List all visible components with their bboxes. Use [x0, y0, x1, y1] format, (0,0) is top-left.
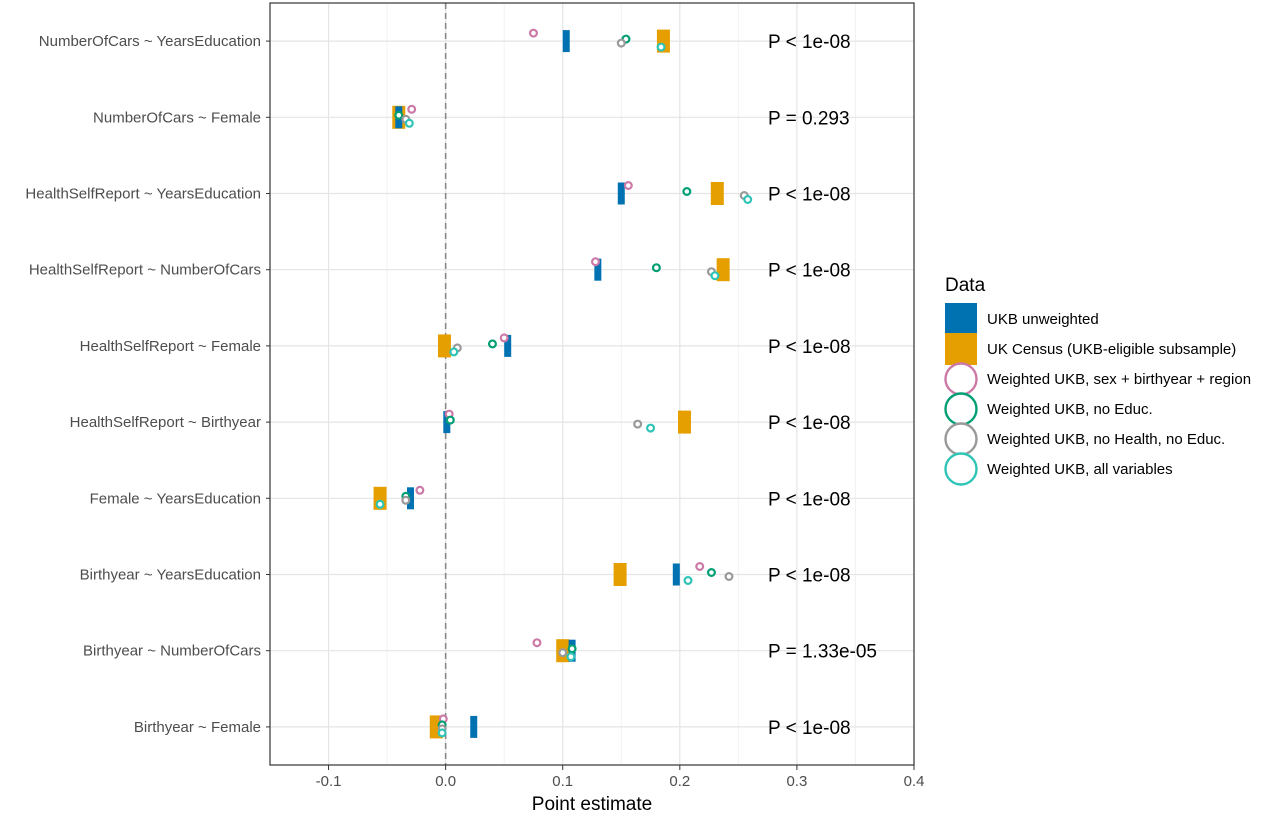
bar-uk-census	[710, 182, 724, 205]
p-value-label: P < 1e-08	[768, 566, 851, 587]
y-tick-label: Birthyear ~ Female	[134, 719, 261, 736]
y-tick-label: NumberOfCars ~ YearsEducation	[39, 33, 261, 50]
y-tick-label: Birthyear ~ NumberOfCars	[83, 643, 261, 660]
point-weighted-sex-birthyear-region	[499, 333, 509, 343]
bar-uk-census	[678, 410, 692, 434]
point-weighted-all-variables	[646, 423, 656, 433]
bar-ukb-unweighted	[407, 487, 415, 510]
point-weighted-all-variables	[743, 195, 753, 205]
point-weighted-all-variables	[449, 347, 459, 357]
point-weighted-no-educ	[567, 644, 577, 654]
point-weighted-no-health-no-educ	[724, 571, 734, 581]
y-tick-label: HealthSelfReport ~ YearsEducation	[25, 186, 261, 203]
legend-key-bar	[945, 303, 977, 335]
point-weighted-no-educ	[487, 339, 497, 349]
bar-ukb-unweighted	[562, 30, 570, 53]
p-value-label: P < 1e-08	[768, 718, 851, 739]
panel-border	[269, 2, 915, 766]
point-weighted-sex-birthyear-region	[532, 638, 542, 648]
p-value-label: P = 1.33e-05	[768, 642, 877, 663]
point-weighted-all-variables	[656, 42, 666, 52]
point-weighted-no-educ	[706, 567, 716, 577]
point-weighted-all-variables	[683, 575, 693, 585]
y-tick-label: HealthSelfReport ~ NumberOfCars	[29, 262, 261, 279]
point-weighted-no-educ	[682, 187, 692, 197]
x-tick-label: 0.4	[904, 773, 925, 790]
p-value-label: P < 1e-08	[768, 261, 851, 282]
y-tick-label: HealthSelfReport ~ Female	[80, 338, 261, 355]
point-weighted-sex-birthyear-region	[695, 561, 705, 571]
legend-key-ring	[944, 422, 978, 456]
legend-label: UKB unweighted	[987, 311, 1099, 328]
point-weighted-no-health-no-educ	[616, 38, 626, 48]
point-weighted-all-variables	[437, 728, 447, 738]
x-axis-title: Point estimate	[532, 794, 652, 813]
point-weighted-sex-birthyear-region	[407, 104, 417, 114]
point-weighted-sex-birthyear-region	[623, 181, 633, 191]
point-weighted-no-health-no-educ	[558, 648, 568, 658]
bar-ukb-unweighted	[672, 563, 680, 586]
bar-ukb-unweighted	[617, 182, 625, 205]
legend-label: Weighted UKB, no Educ.	[987, 401, 1153, 418]
point-weighted-no-health-no-educ	[401, 495, 411, 505]
legend-key-bar	[945, 333, 977, 365]
bar-uk-census	[716, 258, 730, 282]
p-value-label: P < 1e-08	[768, 185, 851, 206]
legend-label: Weighted UKB, all variables	[987, 461, 1173, 478]
point-weighted-no-educ	[394, 110, 404, 120]
p-value-label: P < 1e-08	[768, 337, 851, 358]
y-tick-label: Female ~ YearsEducation	[90, 490, 261, 507]
x-tick-label: 0.1	[552, 773, 573, 790]
point-weighted-sex-birthyear-region	[528, 28, 538, 38]
point-weighted-no-educ	[445, 415, 455, 425]
legend-title: Data	[945, 275, 986, 296]
point-weighted-sex-birthyear-region	[591, 257, 601, 267]
legend-key-ring	[944, 362, 978, 396]
bar-ukb-unweighted	[594, 258, 602, 281]
point-weighted-all-variables	[566, 652, 576, 662]
x-axis: -0.1 0.0 0.1 0.2 0.3 0.4 Point estimate	[316, 765, 925, 813]
x-tick-label: 0.2	[669, 773, 690, 790]
point-weighted-no-educ	[651, 263, 661, 273]
p-value-label: P < 1e-08	[768, 32, 851, 53]
x-tick-label: -0.1	[316, 773, 342, 790]
legend-label: Weighted UKB, sex + birthyear + region	[987, 371, 1251, 388]
legend-key-ring	[944, 392, 978, 426]
point-weighted-sex-birthyear-region	[415, 485, 425, 495]
y-tick-label: HealthSelfReport ~ Birthyear	[70, 414, 261, 431]
bar-ukb-unweighted	[504, 334, 512, 357]
x-tick-label: 0.0	[435, 773, 456, 790]
bar-uk-census	[613, 563, 627, 586]
y-axis-labels: NumberOfCars ~ YearsEducation NumberOfCar…	[25, 33, 270, 736]
y-tick-label: Birthyear ~ YearsEducation	[80, 567, 261, 584]
point-weighted-no-health-no-educ	[633, 419, 643, 429]
p-value-label: P = 0.293	[768, 108, 850, 129]
bar-uk-census	[437, 334, 451, 358]
legend-label: Weighted UKB, no Health, no Educ.	[987, 431, 1225, 448]
p-value-label: P < 1e-08	[768, 413, 851, 434]
point-weighted-all-variables	[404, 118, 414, 128]
plot-panel: P < 1e-08 P = 0.293 P < 1e-08 P < 1e-08 P < …	[269, 2, 915, 766]
x-tick-label: 0.3	[786, 773, 807, 790]
p-value-label: P < 1e-08	[768, 489, 851, 510]
y-tick-label: NumberOfCars ~ Female	[93, 109, 261, 126]
point-weighted-all-variables	[375, 499, 385, 509]
legend-label: UK Census (UKB-eligible subsample)	[987, 341, 1236, 358]
legend-key-ring	[944, 452, 978, 486]
bar-ukb-unweighted	[470, 715, 478, 738]
point-weighted-all-variables	[710, 271, 720, 281]
